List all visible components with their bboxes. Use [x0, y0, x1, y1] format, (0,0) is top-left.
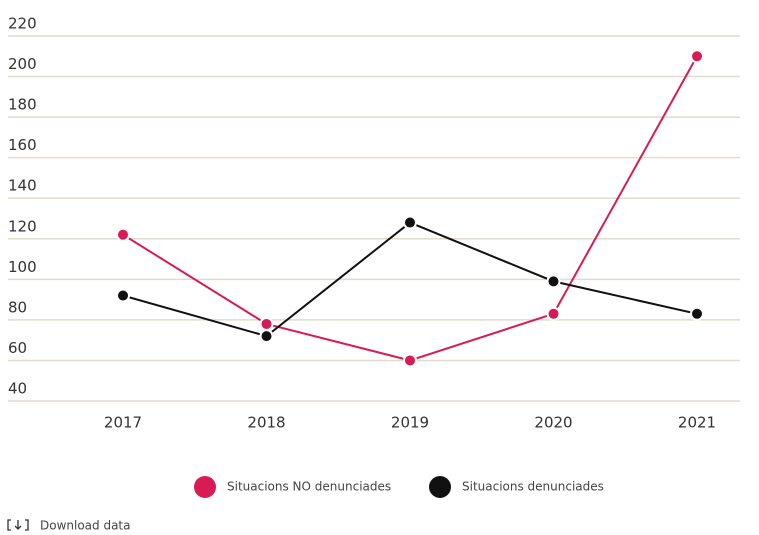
legend-swatch	[429, 476, 451, 498]
data-point	[403, 353, 417, 368]
y-tick-label: 220	[8, 15, 37, 33]
y-tick-label: 140	[8, 177, 37, 195]
x-tick-label: 2021	[678, 414, 716, 432]
x-tick-label: 2019	[391, 414, 429, 432]
data-point	[116, 288, 130, 303]
data-point	[259, 329, 274, 344]
legend-swatch	[194, 476, 216, 498]
y-tick-label: 200	[8, 55, 37, 73]
legend-label: Situacions NO denunciades	[227, 480, 391, 494]
y-tick-label: 120	[8, 217, 37, 235]
data-point	[403, 215, 417, 230]
y-tick-label: 40	[8, 380, 27, 398]
data-point	[116, 227, 130, 242]
y-tick-label: 180	[8, 96, 37, 114]
data-point	[690, 49, 704, 64]
x-tick-label: 2020	[534, 414, 572, 432]
x-tick-label: 2018	[247, 414, 285, 432]
y-tick-label: 60	[8, 339, 27, 357]
y-tick-label: 160	[8, 136, 37, 154]
data-point	[546, 306, 561, 321]
x-tick-label: 2017	[104, 414, 142, 432]
y-tick-label: 80	[8, 298, 27, 316]
download-link[interactable]: Download data	[7, 519, 131, 533]
data-point	[546, 274, 561, 289]
data-point	[690, 306, 704, 321]
download-icon	[7, 519, 29, 531]
download-label[interactable]: Download data	[40, 519, 131, 533]
series-line	[122, 55, 698, 362]
data-point	[259, 316, 274, 331]
legend-label: Situacions denunciades	[462, 480, 604, 494]
y-tick-label: 100	[8, 258, 37, 276]
